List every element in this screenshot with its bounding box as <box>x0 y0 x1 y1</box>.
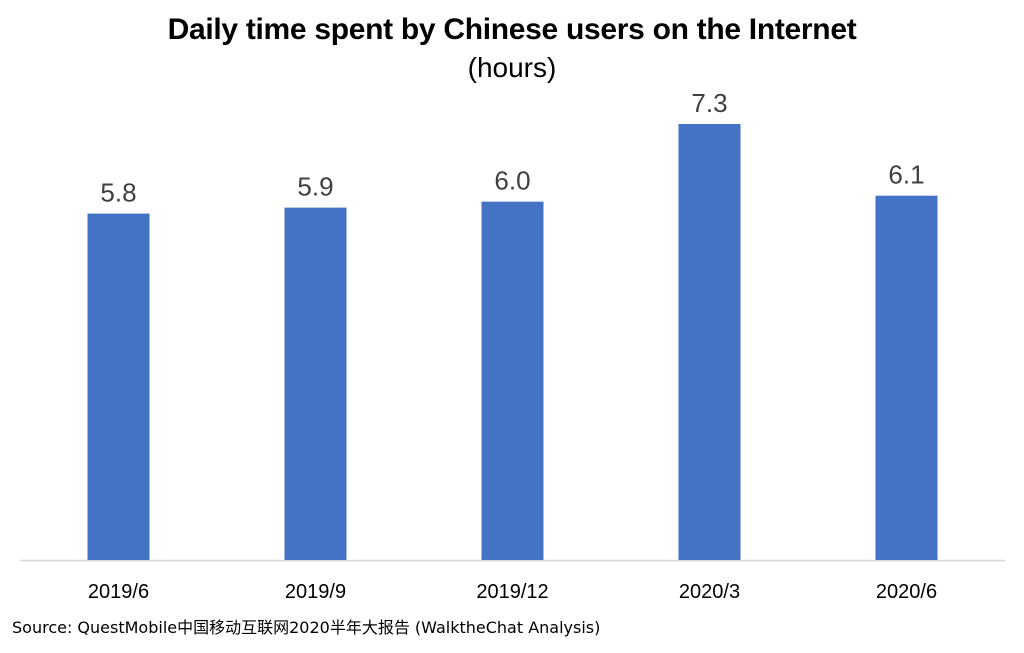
x-tick-labels-group: 2019/6 2019/9 2019/12 2020/3 2020/6 <box>88 581 937 603</box>
data-label: 6.1 <box>888 160 924 190</box>
bars-group <box>87 124 938 560</box>
data-label: 5.8 <box>100 178 136 208</box>
bar-2019-12 <box>481 201 544 560</box>
data-label: 6.0 <box>494 166 530 196</box>
x-tick-label: 2020/3 <box>679 581 740 603</box>
x-tick-label: 2019/12 <box>476 581 548 603</box>
x-tick-label: 2019/9 <box>285 581 346 603</box>
x-tick-label: 2019/6 <box>88 581 149 603</box>
bar-2019-9 <box>284 207 347 560</box>
chart-title: Daily time spent by Chinese users on the… <box>167 13 857 46</box>
source-note: Source: QuestMobile中国移动互联网2020半年大报告 (Wal… <box>12 618 601 637</box>
value-labels-group: 5.8 5.9 6.0 7.3 6.1 <box>100 88 924 208</box>
data-label: 7.3 <box>691 88 727 118</box>
chart-subtitle: (hours) <box>467 52 557 83</box>
data-label: 5.9 <box>297 172 333 202</box>
x-tick-label: 2020/6 <box>876 581 937 603</box>
bar-2020-3 <box>678 124 741 560</box>
bar-2020-6 <box>875 195 938 560</box>
bar-2019-6 <box>87 213 150 560</box>
